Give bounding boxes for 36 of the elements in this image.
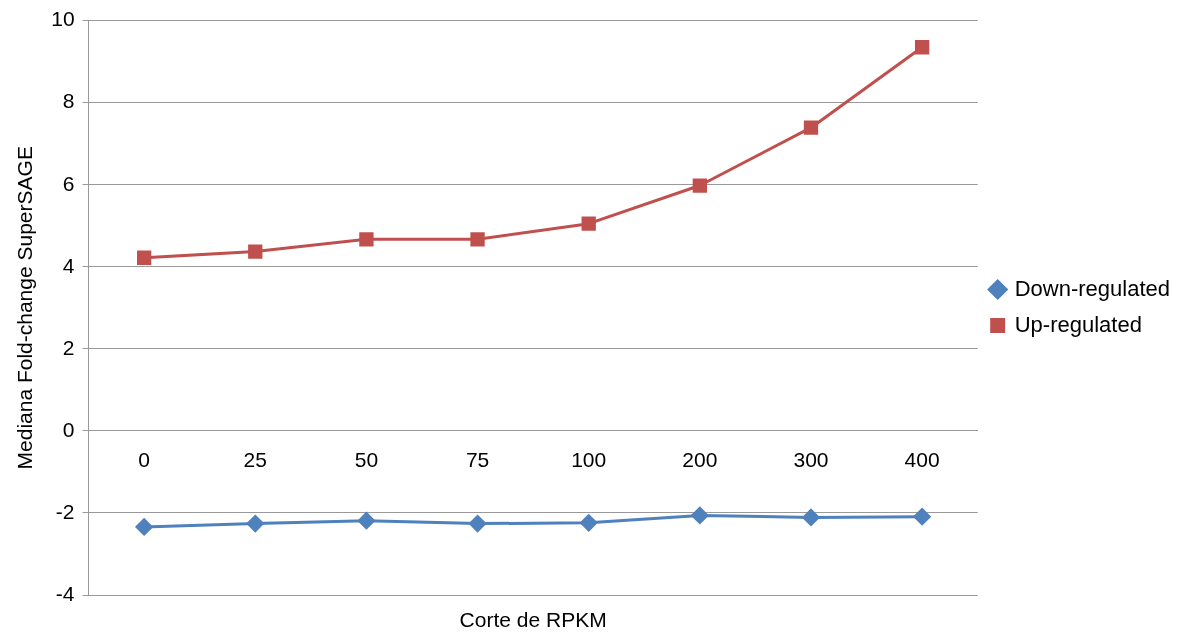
legend-label: Down-regulated [1014,275,1170,301]
y-tick-label: 4 [62,253,75,277]
point [136,250,152,265]
point [246,515,264,533]
x-tick-label: 200 [682,448,718,472]
point [803,120,819,135]
point [913,508,931,526]
y-tick-label: -4 [55,581,75,605]
y-tick-label: 8 [62,89,75,113]
point [135,518,153,536]
point [357,512,375,530]
point [470,232,485,247]
x-tick-label: 0 [138,448,150,472]
y-axis-title: Mediana Fold-change SuperSAGE [13,146,37,470]
x-tick-label: 400 [904,448,940,472]
y-tick-label: 6 [62,171,75,195]
legend-label: Up-regulated [1014,311,1142,337]
x-tick-label: 50 [354,448,379,472]
point [691,506,709,524]
y-tick-label: 2 [62,335,75,359]
point [248,244,263,259]
x-axis-title: Corte de RPKM [459,608,607,632]
y-tick-label: -2 [55,499,75,523]
y-tick-label: 0 [62,417,75,441]
y-tick-label: 10 [51,7,75,31]
x-tick-label: 300 [793,448,829,472]
point [469,515,487,533]
x-tick-label: 100 [571,448,607,472]
point [802,508,820,526]
point [581,216,596,231]
point [580,514,598,532]
x-tick-label: 25 [243,448,267,472]
point [692,178,707,193]
point [359,232,374,247]
point [914,40,930,55]
x-tick-label: 75 [465,448,490,472]
